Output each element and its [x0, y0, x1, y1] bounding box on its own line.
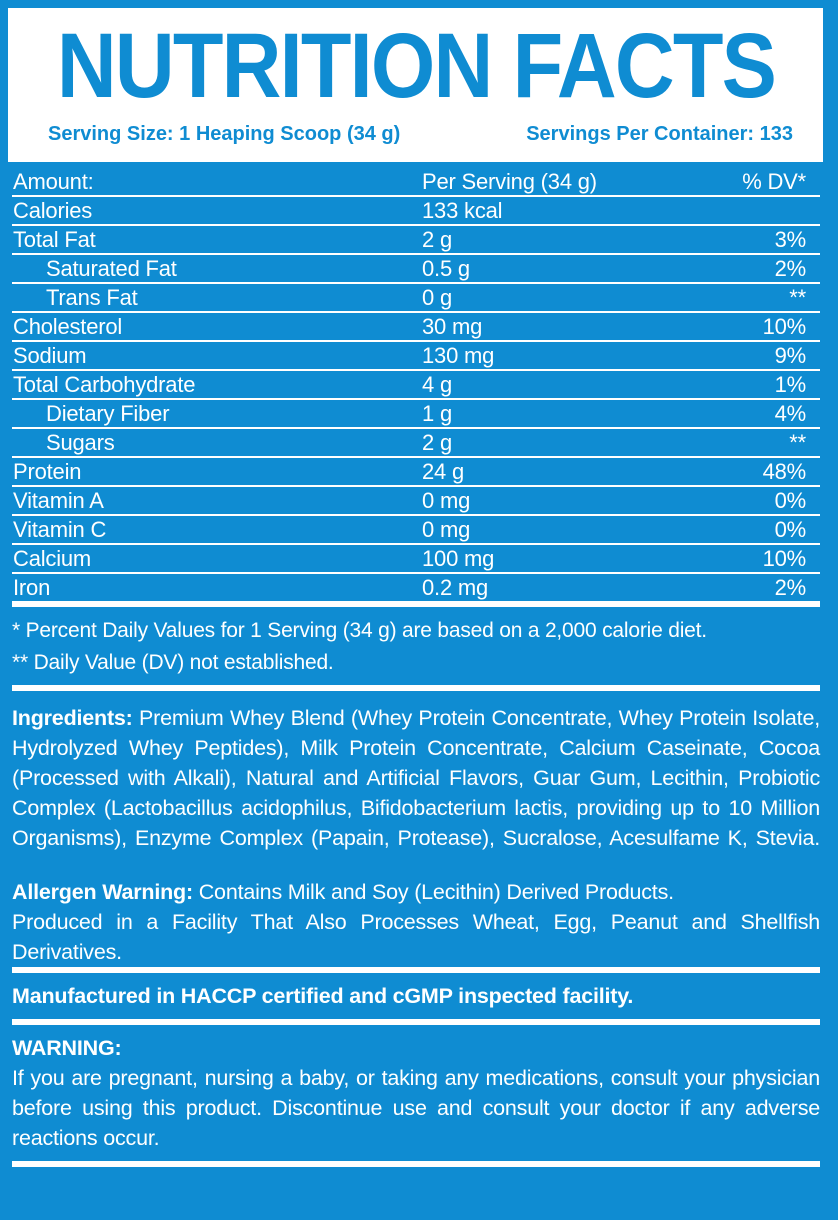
nutrition-label: NUTRITION FACTS Serving Size: 1 Heaping …: [0, 8, 838, 1167]
allergen-line2-text: Produced in a Facility That Also Process…: [12, 910, 820, 964]
row-amount: 2 g: [422, 429, 452, 455]
divider-bar: [12, 1161, 820, 1167]
table-row-total-carbohydrate: Total Carbohydrate 4 g 1%: [12, 371, 820, 400]
row-name: Calories: [13, 197, 93, 223]
row-name: Vitamin A: [13, 487, 104, 513]
ingredients-paragraph: Ingredients: Premium Whey Blend (Whey Pr…: [12, 703, 820, 853]
row-name: Trans Fat: [46, 284, 138, 310]
row-amount: 1 g: [422, 400, 452, 426]
row-dv: 4%: [774, 400, 807, 426]
row-dv: **: [789, 429, 806, 455]
serving-size: Serving Size: 1 Heaping Scoop (34 g): [48, 123, 401, 145]
row-name: Saturated Fat: [46, 255, 177, 281]
row-amount: 2 g: [422, 226, 452, 252]
table-row-saturated-fat: Saturated Fat 0.5 g 2%: [12, 255, 820, 284]
divider-bar: [12, 601, 820, 607]
warning-section: WARNING: If you are pregnant, nursing a …: [12, 1033, 820, 1153]
footnote-dv-not-established: ** Daily Value (DV) not established.: [12, 651, 334, 674]
table-row-vitamin-a: Vitamin A 0 mg 0%: [12, 487, 820, 516]
table-row-iron: Iron 0.2 mg 2%: [12, 574, 820, 601]
row-name: Total Fat: [13, 226, 96, 252]
label-body: Amount: Per Serving (34 g) % DV* Calorie…: [0, 162, 838, 1167]
row-dv: 48%: [762, 458, 807, 484]
row-dv: 10%: [762, 313, 807, 339]
ingredients-label: Ingredients:: [12, 706, 133, 730]
row-amount: 130 mg: [422, 342, 495, 368]
row-dv: 2%: [774, 255, 807, 281]
nutrition-facts-title: NUTRITION FACTS: [56, 15, 776, 117]
row-dv: 3%: [774, 226, 807, 252]
table-row-cholesterol: Cholesterol 30 mg 10%: [12, 313, 820, 342]
table-row-total-fat: Total Fat 2 g 3%: [12, 226, 820, 255]
divider-bar: [12, 967, 820, 973]
row-dv: 2%: [774, 574, 807, 600]
row-name: Protein: [13, 458, 82, 484]
row-dv: 9%: [774, 342, 807, 368]
row-dv: **: [789, 284, 806, 310]
warning-text: If you are pregnant, nursing a baby, or …: [12, 1066, 820, 1150]
row-name: Calcium: [13, 545, 92, 571]
row-amount: 24 g: [422, 458, 465, 484]
table-row-vitamin-c: Vitamin C 0 mg 0%: [12, 516, 820, 545]
allergen-line1-text: Contains Milk and Soy (Lecithin) Derived…: [198, 880, 674, 904]
ingredients-text: Premium Whey Blend (Whey Protein Concent…: [12, 706, 820, 850]
divider-bar: [12, 685, 820, 691]
column-header-amount: Amount:: [13, 168, 94, 194]
footnotes: * Percent Daily Values for 1 Serving (34…: [12, 615, 820, 679]
column-header-dv: % DV*: [742, 168, 806, 194]
divider-bar: [12, 1019, 820, 1025]
column-header-per-serving: Per Serving (34 g): [422, 168, 597, 194]
footnote-daily-values: * Percent Daily Values for 1 Serving (34…: [12, 619, 707, 642]
servings-per-container: Servings Per Container: 133: [526, 123, 793, 145]
row-name: Iron: [13, 574, 51, 600]
table-row-sodium: Sodium 130 mg 9%: [12, 342, 820, 371]
row-name: Sugars: [46, 429, 115, 455]
row-amount: 0 mg: [422, 516, 471, 542]
manufactured-note: Manufactured in HACCP certified and cGMP…: [12, 984, 634, 1008]
table-row-calories: Calories 133 kcal: [12, 197, 820, 226]
allergen-label: Allergen Warning:: [12, 880, 193, 904]
row-dv: 0%: [774, 516, 807, 542]
row-amount: 133 kcal: [422, 197, 503, 223]
row-name: Cholesterol: [13, 313, 123, 339]
row-name: Sodium: [13, 342, 87, 368]
label-header: NUTRITION FACTS Serving Size: 1 Heaping …: [8, 8, 823, 162]
row-name: Total Carbohydrate: [13, 371, 196, 397]
table-row-calcium: Calcium 100 mg 10%: [12, 545, 820, 574]
row-amount: 0 g: [422, 284, 452, 310]
allergen-line1: Allergen Warning: Contains Milk and Soy …: [12, 877, 820, 907]
row-amount: 0.2 mg: [422, 574, 489, 600]
row-amount: 0.5 g: [422, 255, 470, 281]
table-row-protein: Protein 24 g 48%: [12, 458, 820, 487]
row-amount: 100 mg: [422, 545, 495, 571]
table-row-trans-fat: Trans Fat 0 g **: [12, 284, 820, 313]
row-dv: 1%: [774, 371, 807, 397]
row-amount: 0 mg: [422, 487, 471, 513]
allergen-warning: Allergen Warning: Contains Milk and Soy …: [12, 877, 820, 967]
table-header-row: Amount: Per Serving (34 g) % DV*: [12, 168, 820, 197]
table-row-sugars: Sugars 2 g **: [12, 429, 820, 458]
row-dv: 10%: [762, 545, 807, 571]
nutrition-table: Amount: Per Serving (34 g) % DV* Calorie…: [12, 168, 820, 601]
row-amount: 30 mg: [422, 313, 483, 339]
serving-info-row: Serving Size: 1 Heaping Scoop (34 g) Ser…: [8, 123, 823, 146]
row-dv: 0%: [774, 487, 807, 513]
row-name: Dietary Fiber: [46, 400, 170, 426]
row-amount: 4 g: [422, 371, 452, 397]
table-row-dietary-fiber: Dietary Fiber 1 g 4%: [12, 400, 820, 429]
row-name: Vitamin C: [13, 516, 107, 542]
warning-title: WARNING:: [12, 1036, 122, 1060]
